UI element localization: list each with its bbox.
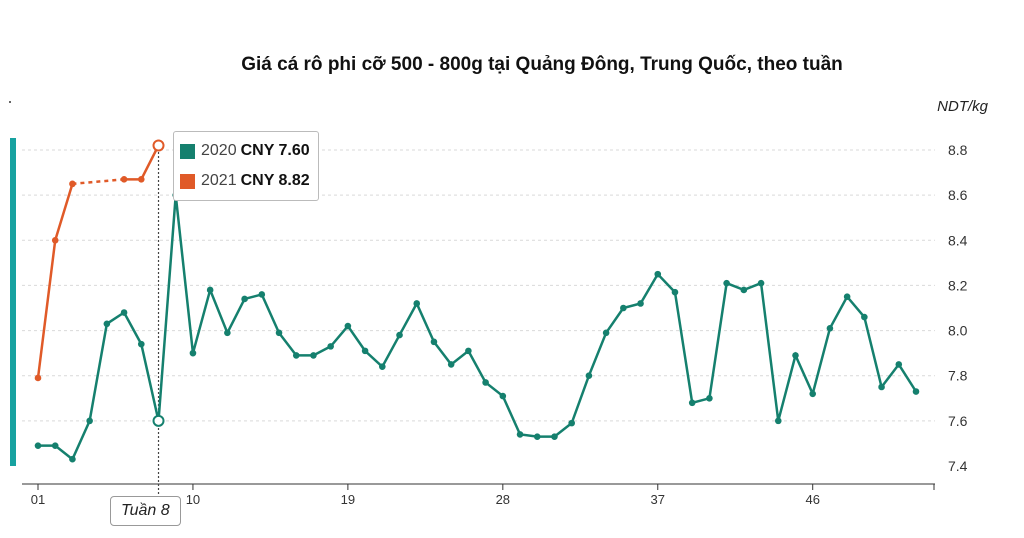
data-point — [757, 279, 765, 287]
data-point — [843, 293, 851, 301]
tooltip-year: 2020 — [201, 142, 237, 159]
series-line — [36, 183, 74, 379]
y-tick-label: 8.0 — [948, 323, 968, 339]
stray-dot — [9, 101, 11, 103]
data-point — [826, 325, 834, 332]
data-point — [206, 286, 214, 294]
data-point — [792, 352, 799, 359]
data-point — [137, 340, 145, 348]
data-point — [878, 383, 885, 391]
data-point — [224, 329, 231, 337]
data-point — [568, 419, 575, 427]
data-point — [292, 352, 300, 359]
series-line — [124, 144, 160, 181]
y-tick-label: 7.8 — [948, 368, 968, 384]
data-point — [189, 349, 197, 357]
data-point — [809, 390, 817, 398]
y-tick-label: 7.6 — [948, 413, 968, 429]
tooltip-year: 2021 — [201, 172, 237, 189]
x-tick-label: 10 — [186, 492, 200, 507]
y-axis-ticks: 7.4 7.6 7.8 8.0 8.2 8.4 8.6 8.8 — [948, 142, 968, 474]
data-point — [51, 236, 59, 244]
tooltip-row-2020: 2020 CNY 7.60 — [180, 136, 310, 166]
series-2020 — [34, 191, 920, 463]
data-point — [120, 176, 128, 183]
data-point — [34, 374, 42, 382]
data-point — [86, 417, 93, 425]
data-point — [585, 372, 593, 380]
data-point — [688, 399, 696, 407]
data-point — [706, 394, 713, 402]
x-tick-label: 37 — [651, 492, 665, 507]
hover-tooltip: 2020 CNY 7.60 2021 CNY 8.82 — [173, 131, 319, 201]
unit-label: NDT/kg — [937, 98, 988, 115]
data-point — [533, 433, 541, 440]
data-point — [620, 304, 627, 312]
data-point — [379, 363, 386, 370]
data-point — [241, 295, 248, 303]
y-tick-label: 8.2 — [948, 277, 968, 293]
left-accent-bar — [10, 138, 16, 466]
data-point — [69, 180, 76, 188]
tooltip-value: CNY 8.82 — [240, 172, 310, 189]
data-point — [740, 286, 748, 294]
x-tick-label: 46 — [805, 492, 819, 507]
data-point — [895, 361, 903, 368]
data-point — [482, 379, 489, 386]
data-point — [447, 361, 455, 368]
y-tick-label: 7.4 — [948, 458, 968, 474]
data-point — [430, 338, 438, 346]
data-point — [51, 442, 59, 449]
x-axis: 01 10 19 28 37 46 — [22, 483, 935, 507]
series-2021 — [34, 139, 165, 382]
legend-swatch-2021 — [180, 173, 195, 189]
series-line — [38, 195, 918, 462]
data-point — [120, 309, 128, 316]
tooltip-row-2021: 2021 CNY 8.82 — [180, 166, 310, 196]
data-point — [637, 300, 644, 307]
y-tick-label: 8.8 — [948, 142, 968, 158]
data-point — [723, 279, 730, 287]
hover-week-label: Tuần 8 — [110, 496, 181, 526]
data-point — [34, 442, 42, 449]
legend-swatch-2020 — [180, 143, 195, 159]
data-point — [103, 320, 111, 328]
data-point — [499, 392, 507, 400]
data-point — [602, 329, 610, 337]
data-point — [275, 329, 283, 337]
data-point-highlighted — [152, 414, 165, 427]
y-tick-label: 8.6 — [948, 187, 968, 203]
data-point — [327, 343, 334, 350]
x-tick-label: 01 — [31, 492, 45, 507]
series-gap-line — [72, 178, 125, 186]
data-point — [137, 176, 145, 183]
chart-title: Giá cá rô phi cỡ 500 - 800g tại Quảng Đô… — [241, 54, 843, 75]
data-point — [258, 291, 266, 298]
data-point — [654, 270, 662, 278]
data-point — [344, 322, 352, 330]
data-point — [912, 388, 920, 395]
tooltip-value: CNY 7.60 — [240, 142, 310, 159]
data-point — [413, 300, 421, 307]
data-point — [861, 313, 868, 321]
data-point — [465, 347, 472, 355]
data-point — [516, 431, 524, 438]
data-point — [361, 347, 369, 355]
data-point — [774, 417, 782, 425]
data-point — [69, 455, 76, 463]
data-point — [396, 331, 403, 339]
data-point — [310, 352, 317, 359]
series-group — [34, 139, 920, 463]
data-point-highlighted — [152, 139, 165, 152]
gridlines — [22, 149, 935, 422]
data-point — [551, 433, 558, 440]
y-tick-label: 8.4 — [948, 232, 968, 248]
x-tick-label: 19 — [341, 492, 355, 507]
x-tick-label: 28 — [496, 492, 510, 507]
data-point — [671, 288, 679, 296]
